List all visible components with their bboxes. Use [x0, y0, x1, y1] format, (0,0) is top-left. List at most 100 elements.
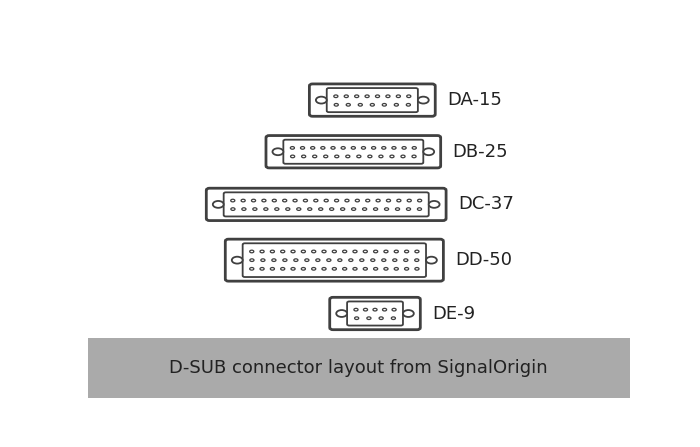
Circle shape [375, 95, 379, 97]
Circle shape [401, 155, 405, 158]
Circle shape [415, 267, 419, 270]
Circle shape [260, 267, 264, 270]
Circle shape [418, 97, 428, 104]
Circle shape [322, 267, 326, 270]
Circle shape [358, 104, 363, 106]
Circle shape [213, 201, 224, 208]
Circle shape [290, 147, 295, 149]
Circle shape [428, 201, 440, 208]
Circle shape [353, 267, 357, 270]
Circle shape [250, 250, 254, 253]
Circle shape [312, 250, 316, 253]
Circle shape [379, 155, 383, 158]
Circle shape [330, 208, 334, 211]
Circle shape [404, 259, 408, 261]
Circle shape [363, 267, 368, 270]
Circle shape [394, 250, 398, 253]
Circle shape [373, 308, 377, 311]
Circle shape [312, 267, 316, 270]
Circle shape [303, 199, 307, 202]
Circle shape [374, 208, 377, 211]
FancyBboxPatch shape [327, 88, 418, 112]
Circle shape [374, 267, 378, 270]
Circle shape [345, 199, 349, 202]
Circle shape [321, 147, 325, 149]
FancyBboxPatch shape [224, 192, 428, 216]
Circle shape [405, 267, 409, 270]
Circle shape [394, 104, 398, 106]
Circle shape [392, 147, 396, 149]
Circle shape [322, 250, 326, 253]
Circle shape [397, 199, 401, 202]
Circle shape [354, 308, 358, 311]
Circle shape [300, 147, 304, 149]
Circle shape [367, 317, 371, 320]
Circle shape [334, 104, 338, 106]
Circle shape [286, 208, 290, 211]
Circle shape [318, 208, 323, 211]
FancyBboxPatch shape [347, 301, 403, 325]
Circle shape [272, 148, 284, 155]
Circle shape [405, 250, 409, 253]
Circle shape [232, 257, 243, 264]
Circle shape [332, 267, 337, 270]
Circle shape [363, 308, 368, 311]
Circle shape [272, 259, 276, 261]
Circle shape [363, 250, 368, 253]
Circle shape [260, 250, 264, 253]
Circle shape [275, 208, 279, 211]
Circle shape [241, 199, 245, 202]
Circle shape [311, 147, 315, 149]
Circle shape [338, 259, 342, 261]
Circle shape [407, 95, 411, 97]
Circle shape [251, 199, 256, 202]
Circle shape [382, 308, 386, 311]
Circle shape [334, 95, 338, 97]
Circle shape [418, 199, 421, 202]
Circle shape [426, 257, 437, 264]
Circle shape [308, 208, 312, 211]
FancyBboxPatch shape [330, 297, 420, 330]
Circle shape [415, 250, 419, 253]
Circle shape [384, 267, 388, 270]
Circle shape [272, 199, 276, 202]
Circle shape [374, 250, 378, 253]
Circle shape [270, 250, 274, 253]
Circle shape [357, 155, 361, 158]
Text: DB-25: DB-25 [453, 143, 508, 161]
Circle shape [324, 199, 328, 202]
Circle shape [403, 310, 414, 317]
Circle shape [355, 317, 358, 320]
Circle shape [372, 147, 376, 149]
Circle shape [231, 208, 235, 211]
Circle shape [331, 147, 335, 149]
Circle shape [424, 148, 434, 155]
Circle shape [342, 250, 346, 253]
Circle shape [353, 250, 357, 253]
Circle shape [323, 155, 328, 158]
Circle shape [314, 199, 318, 202]
Circle shape [327, 259, 331, 261]
Circle shape [351, 208, 356, 211]
Circle shape [304, 259, 309, 261]
Circle shape [363, 208, 367, 211]
Circle shape [335, 199, 339, 202]
Circle shape [402, 147, 406, 149]
Circle shape [313, 155, 317, 158]
Circle shape [361, 147, 365, 149]
Circle shape [301, 250, 305, 253]
Circle shape [382, 104, 386, 106]
Circle shape [351, 147, 356, 149]
Circle shape [231, 199, 234, 202]
Circle shape [346, 155, 350, 158]
Circle shape [382, 259, 386, 261]
Circle shape [376, 199, 380, 202]
Circle shape [261, 259, 265, 261]
Circle shape [417, 208, 421, 211]
Circle shape [365, 199, 370, 202]
Circle shape [391, 317, 395, 320]
Circle shape [414, 259, 419, 261]
Circle shape [395, 208, 400, 211]
Circle shape [355, 95, 359, 97]
Text: D-SUB connector layout from SignalOrigin: D-SUB connector layout from SignalOrigin [169, 358, 548, 377]
